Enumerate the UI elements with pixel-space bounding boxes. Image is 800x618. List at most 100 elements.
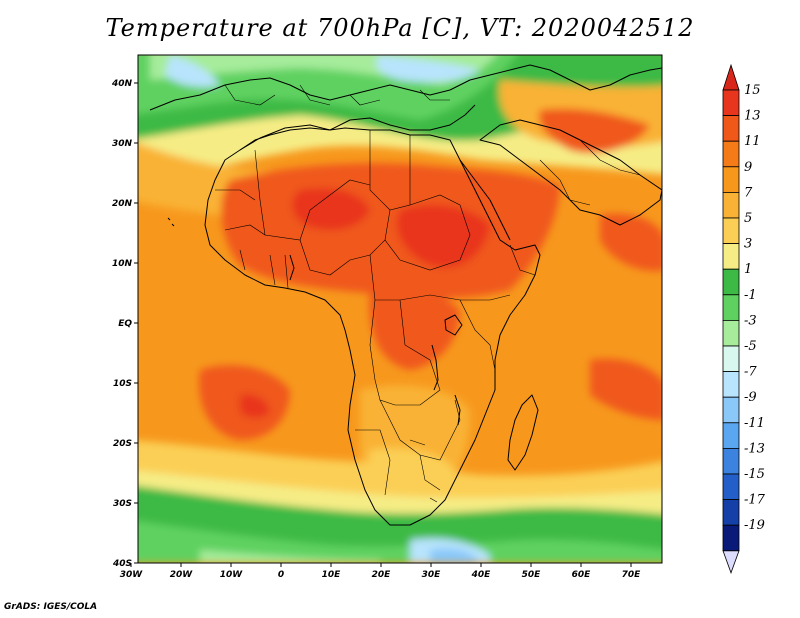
longitude-axis: 30W 20W 10W 0 10E 20E 30E 40E 50E 60E 70E <box>120 563 641 580</box>
south-mint <box>200 550 380 563</box>
border-12 <box>239 249 289 289</box>
lon-label: 20W <box>170 570 194 580</box>
colorbar-segment <box>722 473 740 501</box>
lat-label: 30N <box>112 139 133 149</box>
lat-label: 20N <box>112 199 133 209</box>
colorbar-label: -9 <box>744 390 757 405</box>
sahel-core-1 <box>292 188 370 230</box>
colorbar-label: 11 <box>744 134 761 149</box>
border-10 <box>459 299 496 371</box>
colorbar-label: 1 <box>744 262 752 277</box>
colorbar-segment <box>722 447 740 475</box>
lake-malawi <box>454 394 461 426</box>
sahel-hot <box>221 163 561 299</box>
colorbar-segment <box>722 140 740 168</box>
colorbar-label: 7 <box>744 185 753 200</box>
central-hot <box>369 286 460 370</box>
colorbar-label: 9 <box>744 160 752 175</box>
latitude-axis: 40N 30N 20N 10N EQ 10S 20S 30S 40S <box>111 79 138 569</box>
colorbar-label: -13 <box>744 441 765 456</box>
colorbar-segment <box>722 166 740 193</box>
colorbar-segment <box>722 345 740 373</box>
colorbar-segment <box>722 243 740 270</box>
border-1 <box>254 149 371 241</box>
coastlines <box>149 64 662 526</box>
lake-volta <box>289 254 295 281</box>
lon-label: 20E <box>372 570 392 580</box>
south-blue-core <box>430 548 478 563</box>
arabia-coastline <box>479 119 662 226</box>
colorbar-segment <box>722 217 740 245</box>
temperature-field <box>138 55 662 563</box>
lon-label: 60E <box>572 570 592 580</box>
border-17 <box>224 84 276 106</box>
mediterranean-coastline <box>239 104 476 151</box>
lon-label: 50E <box>522 570 542 580</box>
border-13 <box>509 244 536 276</box>
border-16 <box>299 84 450 106</box>
border-11 <box>215 189 266 236</box>
north-blue-patch <box>376 55 480 82</box>
colorbar-bottom-arrow <box>722 550 740 574</box>
colorbar-segment <box>722 371 740 398</box>
lon-label: 30E <box>422 570 442 580</box>
plot-frame <box>137 54 663 564</box>
south-light-band <box>138 440 662 498</box>
lake-tanganyika <box>431 344 439 391</box>
map-title: Temperature at 700hPa [C], VT: 202004251… <box>105 14 695 42</box>
border-9 <box>419 454 441 491</box>
lat-label: EQ <box>118 319 132 329</box>
border-6 <box>369 299 441 406</box>
colorbar-segment <box>722 319 740 347</box>
sahel-core-2 <box>396 205 490 268</box>
colorbar-segment <box>722 396 740 424</box>
cape-verde-dots <box>167 217 175 227</box>
border-4 <box>299 239 386 276</box>
colorbar-label: 15 <box>744 83 761 98</box>
colorbar-label: 3 <box>744 237 752 252</box>
lake-victoria <box>444 314 463 336</box>
colorbar-segment <box>722 422 740 449</box>
border-8 <box>355 429 391 496</box>
lon-label: 30W <box>120 570 144 580</box>
colorbar-segment <box>722 115 740 142</box>
border-18 <box>409 439 438 503</box>
colorbar-segment <box>722 191 740 219</box>
colorbar-label: -7 <box>744 365 757 380</box>
lat-label: 40S <box>112 559 132 569</box>
colorbar: 15 13 11 9 7 5 3 1 -1 -3 -5 -7 -9 -11 -13 -15 -17 -19 <box>722 63 766 574</box>
indian-hot <box>590 358 662 420</box>
lat-label: 30S <box>113 499 132 509</box>
lat-label: 10S <box>113 379 132 389</box>
lat-label: 20S <box>113 439 132 449</box>
colorbar-label: -17 <box>744 493 766 508</box>
colorbar-segment <box>722 268 740 296</box>
country-borders <box>215 84 641 503</box>
colorbar-label: -11 <box>744 416 765 431</box>
colorbar-label: -3 <box>744 313 757 328</box>
colorbar-label: -15 <box>744 467 765 482</box>
colorbar-label: -1 <box>744 288 757 303</box>
lon-label: 10W <box>220 570 244 580</box>
colorbar-segment <box>722 499 740 526</box>
border-3 <box>384 194 471 271</box>
colorbar-segment <box>722 89 740 117</box>
colorbar-label: 13 <box>744 109 761 124</box>
lon-label: 40E <box>471 570 492 580</box>
atlantic-core <box>240 394 270 418</box>
lat-label: 40N <box>111 79 133 89</box>
colorbar-top-arrow <box>722 63 740 91</box>
colorbar-segment <box>722 294 740 321</box>
south-green-light <box>138 521 662 563</box>
lon-label: 70E <box>622 570 642 580</box>
credit-text: GrADS: IGES/COLA <box>4 602 98 612</box>
red-sea-coastline <box>459 159 511 241</box>
lon-label: 10E <box>322 570 342 580</box>
africa-coastline <box>204 127 541 526</box>
colorbar-label: 5 <box>744 211 752 226</box>
colorbar-label: -5 <box>744 339 757 354</box>
border-7 <box>379 399 461 461</box>
colorbar-label: -19 <box>744 518 765 533</box>
europe-coastline <box>149 64 662 111</box>
